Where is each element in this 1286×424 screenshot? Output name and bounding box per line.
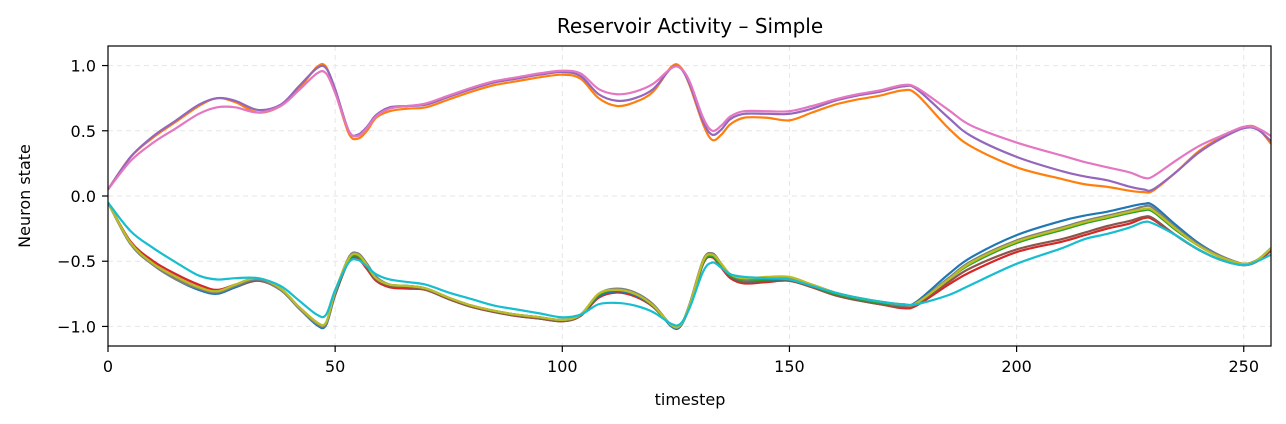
series-line-10 (108, 201, 1271, 327)
series-line-3 (108, 65, 1271, 191)
series-line-2 (108, 64, 1271, 192)
x-tick-label: 150 (774, 357, 805, 376)
series-line-9 (108, 201, 1271, 329)
y-tick-label: 0.0 (71, 187, 96, 206)
x-tick-label: 200 (1001, 357, 1032, 376)
x-tick-label: 100 (547, 357, 578, 376)
x-tick-label: 250 (1228, 357, 1259, 376)
x-tick-label: 0 (103, 357, 113, 376)
x-tick-label: 50 (325, 357, 345, 376)
y-axis-label: Neuron state (15, 144, 34, 248)
y-axis: −1.0 −0.5 0.0 0.5 1.0 (57, 57, 108, 336)
x-axis: 0 50 100 150 200 250 (103, 346, 1259, 376)
y-tick-label: −1.0 (57, 317, 96, 336)
x-axis-label: timestep (655, 390, 726, 409)
y-tick-label: 0.5 (71, 122, 96, 141)
series-lines (108, 62, 1271, 331)
y-tick-label: −0.5 (57, 252, 96, 271)
y-tick-label: 1.0 (71, 57, 96, 76)
chart-title: Reservoir Activity – Simple (557, 14, 823, 38)
